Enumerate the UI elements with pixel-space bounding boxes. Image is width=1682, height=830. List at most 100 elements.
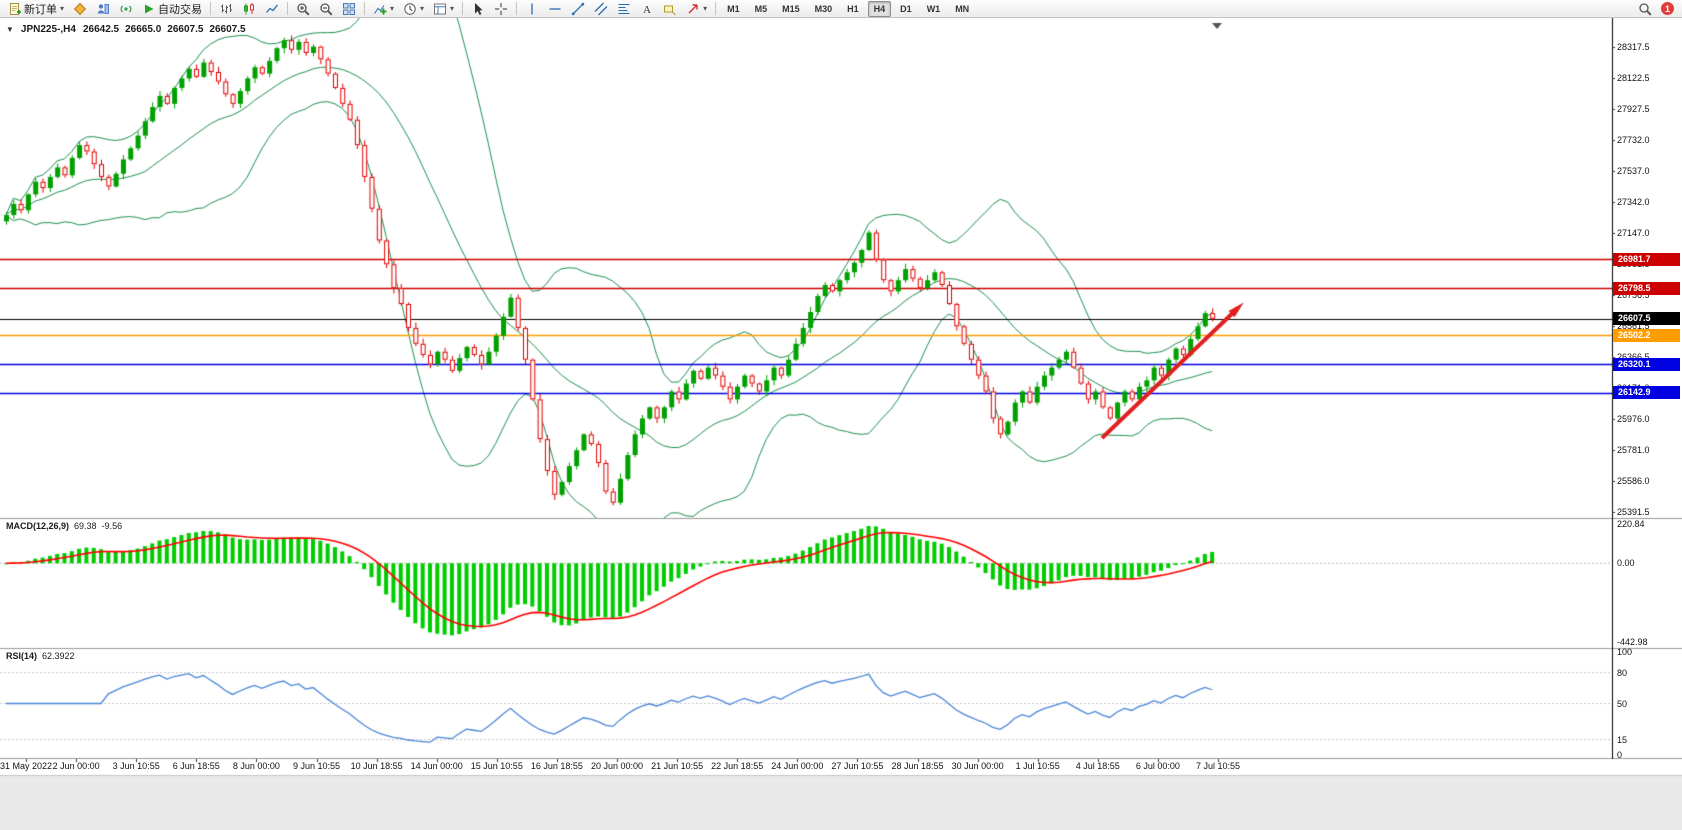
macd-axis-label: -442.98	[1617, 637, 1648, 647]
price-axis-label: 28317.5	[1617, 42, 1650, 52]
channel-button[interactable]	[590, 1, 612, 17]
price-level-box: 26607.5	[1613, 312, 1680, 325]
profiles-icon	[96, 2, 110, 16]
crosshair-button[interactable]	[490, 1, 512, 17]
time-axis-label: 22 Jun 18:55	[711, 761, 764, 771]
notifications-badge[interactable]: 1	[1661, 2, 1674, 15]
trendline-button[interactable]	[567, 1, 589, 17]
profiles-button[interactable]	[92, 1, 114, 17]
time-axis-label: 20 Jun 00:00	[590, 761, 644, 771]
price-axis-label: 27147.0	[1617, 228, 1650, 239]
dropdown-caret-icon: ▾	[390, 4, 395, 13]
templates-button[interactable]: ▾	[429, 1, 458, 17]
chart-title: ▼ JPN225-,H4 26642.5 26665.0 26607.5 266…	[6, 24, 246, 35]
price-axis-label: 28122.5	[1617, 72, 1650, 83]
time-axis-label: 24 Jun 00:00	[771, 761, 824, 771]
price-axis-label: 27342.0	[1617, 197, 1650, 208]
open-value: 26642.5	[82, 24, 120, 35]
price-level-box: 26798.5	[1613, 282, 1680, 295]
rsi-name: RSI(14)	[6, 651, 38, 661]
template-icon	[433, 2, 447, 16]
price-level-box: 26502.2	[1613, 329, 1680, 342]
toolbar-separator	[364, 2, 366, 15]
timeframe-mn-button[interactable]: MN	[955, 3, 970, 14]
toolbar-separator	[516, 2, 518, 15]
price-axis-label: 27732.0	[1617, 135, 1650, 146]
rsi-label: RSI(14) 62.3922	[6, 651, 75, 661]
channel-icon	[594, 2, 608, 16]
dropdown-caret-icon: ▾	[703, 4, 708, 13]
cursor-button[interactable]	[467, 1, 489, 17]
crosshair-icon	[494, 2, 508, 16]
macd-value: 69.38	[74, 521, 97, 531]
rsi-axis-label: 80	[1617, 667, 1628, 678]
low-value: 26607.5	[167, 24, 204, 35]
label-button[interactable]	[659, 1, 681, 17]
time-axis-label: 14 Jun 00:00	[410, 761, 463, 771]
timeframe-w1-button[interactable]: W1	[926, 3, 941, 14]
main-toolbar: 新订单 ▾ 自动交易 ▾ ▾ ▾ A ▾ M1 M5 M15 M30 H1 H4 D1 W1 MN 1	[0, 0, 1682, 18]
timeframe-m30-button[interactable]: M30	[814, 3, 833, 14]
zoom-in-button[interactable]	[292, 1, 314, 17]
text-label-icon	[663, 2, 677, 16]
bars-icon	[219, 2, 233, 16]
rsi-axis-label: 0	[1617, 750, 1623, 760]
signal-icon	[119, 2, 133, 16]
timeframe-m5-button[interactable]: M5	[754, 3, 768, 14]
search-button[interactable]	[1634, 1, 1656, 17]
autotrading-button[interactable]: 自动交易	[138, 1, 206, 17]
charts-button[interactable]	[69, 1, 91, 17]
candlestick-chart-button[interactable]	[238, 1, 260, 17]
macd-name: MACD(12,26,9)	[6, 521, 70, 531]
zoom-out-button[interactable]	[315, 1, 337, 17]
search-icon	[1638, 2, 1652, 16]
timeframe-m1-button[interactable]: M1	[727, 3, 740, 14]
ohlc-values: 26642.5 26665.0 26607.5 26607.5	[83, 24, 246, 35]
cursor-icon	[471, 2, 485, 16]
time-axis-label: 28 Jun 18:55	[891, 761, 944, 771]
time-axis-label: 15 Jun 10:55	[470, 761, 523, 771]
diamond-icon	[73, 2, 87, 16]
toolbar-separator	[715, 2, 717, 15]
time-axis-label: 4 Jul 18:55	[1075, 761, 1120, 771]
price-axis[interactable]: 28317.5 28122.5 27927.5 27732.0 27537.0 27342…	[1612, 18, 1682, 760]
text-button[interactable]: A	[636, 1, 658, 17]
symbol-collapse-icon[interactable]: ▼	[6, 25, 14, 34]
tile-windows-button[interactable]	[338, 1, 360, 17]
time-axis-label: 9 Jun 10:55	[292, 761, 341, 771]
vertical-line-button[interactable]	[521, 1, 543, 17]
periods-button[interactable]: ▾	[399, 1, 428, 17]
timeframe-m15-button[interactable]: M15	[782, 3, 800, 14]
svg-text:A: A	[643, 4, 651, 16]
arrows-button[interactable]: ▾	[682, 1, 711, 17]
fibonacci-icon	[617, 2, 631, 16]
new-order-button[interactable]: 新订单 ▾	[4, 1, 68, 17]
indicators-icon	[373, 2, 387, 16]
timeframe-d1-button[interactable]: D1	[900, 3, 912, 14]
rsi-value: 62.3922	[42, 651, 75, 661]
bar-chart-button[interactable]	[215, 1, 237, 17]
hline-icon	[548, 2, 562, 16]
time-axis-label: 30 Jun 00:00	[951, 761, 1004, 771]
fibonacci-button[interactable]	[613, 1, 635, 17]
time-axis-label: 6 Jun 18:55	[172, 761, 220, 771]
chart-canvas[interactable]	[0, 18, 1682, 830]
timeframe-h1-button[interactable]: H1	[847, 3, 859, 14]
time-axis[interactable]: 31 May 2022 2 Jun 00:00 3 Jun 10:55 6 Jun 1…	[0, 758, 1612, 775]
time-axis-label: 16 Jun 18:55	[530, 761, 583, 771]
signals-button[interactable]	[115, 1, 137, 17]
toolbar-separator	[462, 2, 464, 15]
line-chart-button[interactable]	[261, 1, 283, 17]
time-axis-label: 27 Jun 10:55	[831, 761, 884, 771]
high-value: 26665.0	[125, 24, 162, 35]
horizontal-line-button[interactable]	[544, 1, 566, 17]
price-axis-label: 25781.0	[1617, 445, 1650, 456]
close-value: 26607.5	[209, 24, 246, 35]
timeframe-h4-button[interactable]: H4	[867, 0, 892, 17]
clock-icon	[403, 2, 417, 16]
trendline-icon	[571, 2, 585, 16]
time-axis-label: 8 Jun 00:00	[232, 761, 280, 771]
price-level-box: 26142.9	[1613, 386, 1680, 399]
indicators-button[interactable]: ▾	[369, 1, 398, 17]
